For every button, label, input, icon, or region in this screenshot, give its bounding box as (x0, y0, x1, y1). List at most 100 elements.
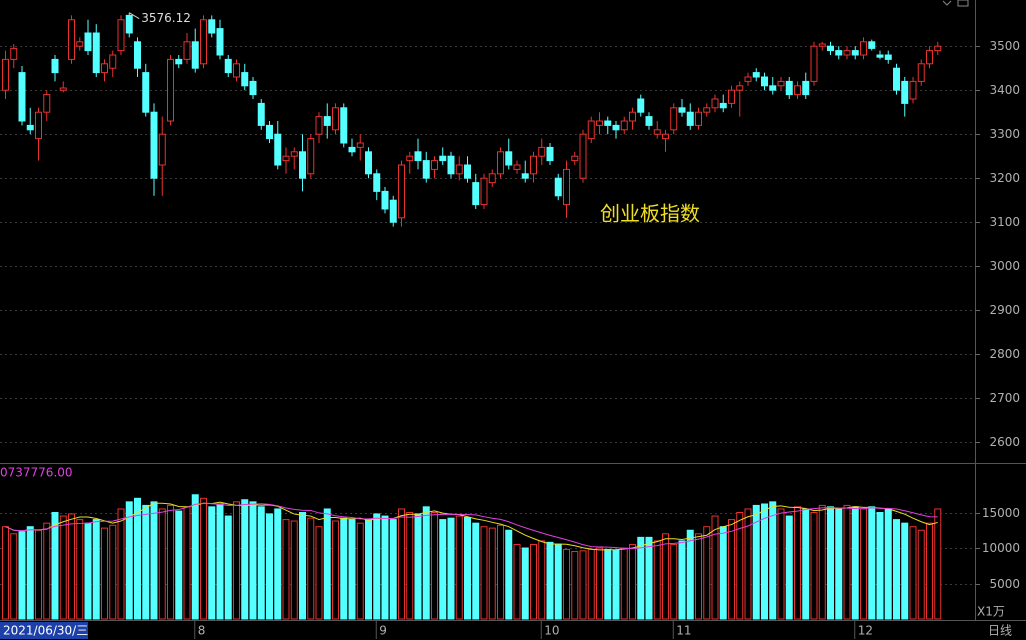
candle-body (505, 151, 513, 166)
volume-bar (216, 503, 224, 620)
x-tick-label: 11 (676, 624, 691, 638)
volume-bar (332, 520, 339, 620)
volume-bar (356, 522, 364, 620)
candle-body (125, 14, 133, 34)
candle-body (785, 80, 793, 96)
volume-bar (84, 522, 92, 620)
candle-body (662, 133, 669, 140)
candle-body (579, 133, 587, 179)
candle-body (200, 19, 207, 65)
candle-body (571, 155, 579, 162)
volume-bar (513, 543, 521, 620)
chart-title: 创业板指数 (600, 202, 700, 226)
volume-bar (497, 524, 504, 620)
candle-body (901, 80, 909, 104)
volume-bar (554, 543, 562, 620)
candle-body (365, 151, 372, 175)
volume-bar (926, 522, 933, 620)
candle-body (447, 155, 455, 175)
candle-body (464, 164, 471, 179)
volume-bar (596, 547, 603, 620)
y-tick-label: 2700 (989, 391, 1020, 405)
volume-bar (719, 526, 727, 620)
volume-bar (134, 497, 141, 620)
volume-bar (678, 540, 686, 620)
candle-body (596, 120, 603, 126)
candle-body (43, 94, 51, 113)
candle-body (851, 50, 859, 56)
volume-bar (68, 513, 75, 620)
candle-body (167, 58, 174, 122)
volume-tick-label: 5000 (989, 577, 1020, 591)
candle-body (455, 164, 463, 175)
candle-body (59, 87, 67, 91)
candle-body (620, 120, 628, 131)
volume-bar (158, 508, 166, 620)
period-label: 日线 (988, 624, 1012, 638)
volume-bar (744, 508, 752, 620)
candle-body (670, 107, 678, 131)
toolbar-icon[interactable] (942, 0, 952, 6)
candle-body (686, 111, 694, 126)
volume-bar (455, 515, 463, 620)
candle-body (703, 107, 711, 113)
volume-bar (736, 512, 744, 620)
candle-body (488, 173, 496, 184)
candle-body (2, 58, 9, 91)
candle-body (431, 160, 438, 170)
volume-bar (101, 527, 108, 620)
volume-bar (802, 508, 810, 620)
volume-bar (373, 513, 381, 620)
volume-bar (934, 508, 942, 620)
volume-bar (175, 510, 183, 620)
volume-bar (290, 520, 298, 620)
candle-body (241, 72, 249, 87)
volume-bar (587, 548, 595, 620)
volume-bar (571, 551, 579, 620)
volume-bar (447, 517, 455, 620)
candle-body (752, 72, 760, 78)
annotation: 3576.12 (141, 11, 191, 25)
candle-body (777, 80, 785, 87)
volume-bar (233, 501, 240, 620)
volume-bar (488, 527, 496, 620)
volume-bar (59, 515, 67, 620)
toolbar-icon[interactable] (957, 0, 969, 7)
volume-bar (464, 516, 471, 620)
candle-body (802, 80, 810, 96)
candle-body (109, 54, 117, 69)
candle-body (876, 54, 884, 58)
candle-body (884, 54, 892, 60)
candle-body (315, 116, 323, 135)
volume-bar (43, 522, 51, 620)
candle-body (134, 41, 141, 69)
volume-bar (785, 515, 793, 620)
volume-ma-line (5, 501, 938, 551)
candle-body (497, 151, 504, 175)
volume-bar (909, 526, 917, 620)
volume-bar (191, 494, 199, 620)
volume-bar (629, 543, 636, 620)
candle-body (92, 32, 100, 74)
volume-bar (662, 533, 669, 620)
volume-bar (893, 519, 900, 620)
annotation-leader (128, 12, 140, 20)
candle-body (917, 63, 925, 82)
volume-bar (769, 501, 777, 620)
candle-body (637, 98, 645, 113)
candle-body (554, 177, 562, 197)
candle-body (893, 67, 900, 91)
volume-bar (843, 504, 851, 620)
y-tick-label: 3000 (989, 259, 1020, 273)
volume-bar (282, 519, 290, 620)
x-tick-label: 8 (198, 624, 206, 638)
volume-bar (208, 506, 216, 620)
volume-bar (827, 506, 834, 620)
candle-body (472, 182, 480, 206)
volume-bar (224, 515, 232, 620)
candle-body (150, 111, 158, 179)
candle-body (101, 63, 108, 74)
candle-body (35, 111, 42, 140)
